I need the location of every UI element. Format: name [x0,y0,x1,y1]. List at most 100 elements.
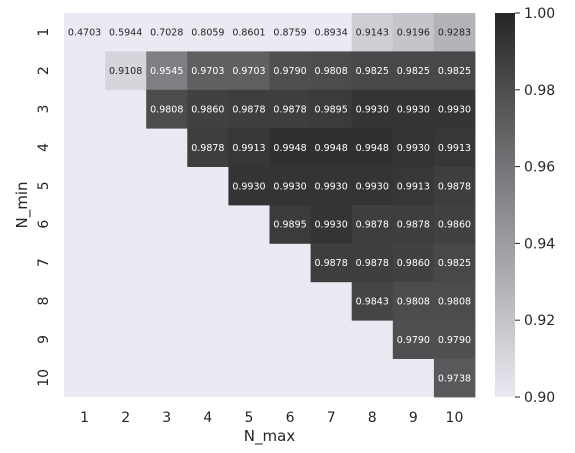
cell-value-label: 0.9283 [438,28,471,39]
x-tick-label: 1 [80,410,89,426]
x-tick-label: 5 [244,410,253,426]
y-tick-label: 3 [36,105,52,114]
cell-value-label: 0.9825 [438,66,471,77]
cell-value-label: 0.8759 [273,28,306,39]
cell-value-label: 0.9878 [438,181,471,192]
cell-value-label: 0.9913 [397,181,430,192]
x-tick-label: 2 [121,410,130,426]
heatmap-cell [228,128,270,167]
y-axis-label: N_min [13,181,32,228]
y-tick-label: 6 [36,220,52,229]
cell-value-label: 0.9825 [397,66,430,77]
heatmap-cell [433,166,476,206]
heatmap-cell [228,13,270,52]
heatmap-cell [392,281,435,321]
cell-value-label: 0.8059 [191,28,224,39]
cell-value-label: 0.9808 [150,105,183,116]
cell-value-label: 0.9808 [397,297,430,308]
heatmap-cell [269,205,311,244]
heatmap-cell [310,205,353,244]
y-tick-label: 2 [36,66,52,75]
heatmap-cell [433,89,476,129]
heatmap-cell [433,243,476,283]
cell-value-label: 0.9913 [232,143,265,154]
cell-value-label: 0.7028 [150,28,183,39]
heatmap-cell [310,128,353,167]
heatmap-cell [433,320,476,359]
cell-value-label: 0.9878 [232,105,265,116]
heatmap-cell [310,166,353,206]
colorbar-tick-label: 0.98 [524,83,555,99]
heatmap-cell [228,166,270,206]
heatmap-cell [392,13,435,52]
heatmap-cell [351,89,394,129]
cell-value-label: 0.9930 [397,143,430,154]
heatmap-cell [392,320,435,359]
x-tick-label: 4 [203,410,212,426]
y-tick-label: 10 [36,369,52,387]
heatmap-cell [310,13,353,52]
cell-value-label: 0.9930 [356,181,389,192]
heatmap-cell [433,13,476,52]
heatmap-cell [269,51,311,91]
cell-value-label: 0.9703 [232,66,265,77]
cell-value-label: 0.9930 [356,105,389,116]
heatmap-cell [392,243,435,283]
heatmap-cell [105,13,147,52]
cell-value-label: 0.9948 [356,143,389,154]
heatmap-cell [351,13,394,52]
heatmap-cell [269,166,311,206]
y-axis-ticks: 1 2 3 4 5 6 7 8 9 10 [36,28,52,387]
heatmap-cell [392,205,435,244]
cell-value-label: 0.9738 [438,373,471,384]
cell-value-label: 0.9930 [315,181,348,192]
y-tick-label: 5 [36,181,52,190]
colorbar-tick-label: 1.00 [524,6,555,22]
cell-value-label: 0.9825 [356,66,389,77]
y-tick-label: 7 [36,258,52,267]
cell-value-label: 0.9895 [315,105,348,116]
cell-value-label: 0.9808 [438,297,471,308]
cell-value-label: 0.9790 [397,335,430,346]
heatmap-cell [310,243,353,283]
heatmap-cell [105,51,147,91]
heatmap-cell [433,51,476,91]
cell-value-label: 0.9930 [315,220,348,231]
cell-value-label: 0.8934 [315,28,348,39]
heatmap-cell [351,205,394,244]
cell-value-label: 0.9930 [397,105,430,116]
x-tick-label: 6 [286,410,295,426]
heatmap-cell [187,89,229,129]
heatmap-cell-labels: 0.4703 0.5944 0.7028 0.8059 0.8601 0.8759 0.89… [68,28,471,385]
heatmap-cell [351,166,394,206]
colorbar [495,13,515,397]
x-axis-label: N_max [244,427,296,446]
y-tick-label: 1 [36,28,52,37]
colorbar-ticks: 0.90 0.92 0.94 0.96 0.98 1.00 [515,6,555,406]
cell-value-label: 0.9860 [397,258,430,269]
heatmap-cell [351,281,394,321]
heatmap-cell [392,89,435,129]
cell-value-label: 0.9930 [273,181,306,192]
cell-value-label: 0.5944 [109,28,142,39]
cell-value-label: 0.9878 [356,258,389,269]
heatmap-cell [433,205,476,244]
x-axis-ticks: 1 2 3 4 5 6 7 8 9 10 [80,410,463,426]
heatmap-cell [64,13,106,52]
heatmap-cell [187,128,229,167]
x-tick-label: 3 [162,410,171,426]
heatmap-cell [187,51,229,91]
cell-value-label: 0.9948 [315,143,348,154]
cell-value-label: 0.9843 [356,297,389,308]
cell-value-label: 0.9790 [438,335,471,346]
heatmap-cell [392,51,435,91]
cell-value-label: 0.9860 [438,220,471,231]
cell-value-label: 0.9108 [109,66,142,77]
colorbar-tick-label: 0.96 [524,160,555,176]
heatmap-cell [146,13,188,52]
cell-value-label: 0.9878 [315,258,348,269]
cell-value-label: 0.9790 [273,66,306,77]
heatmap-cell [187,13,229,52]
heatmap-cell [146,51,188,91]
